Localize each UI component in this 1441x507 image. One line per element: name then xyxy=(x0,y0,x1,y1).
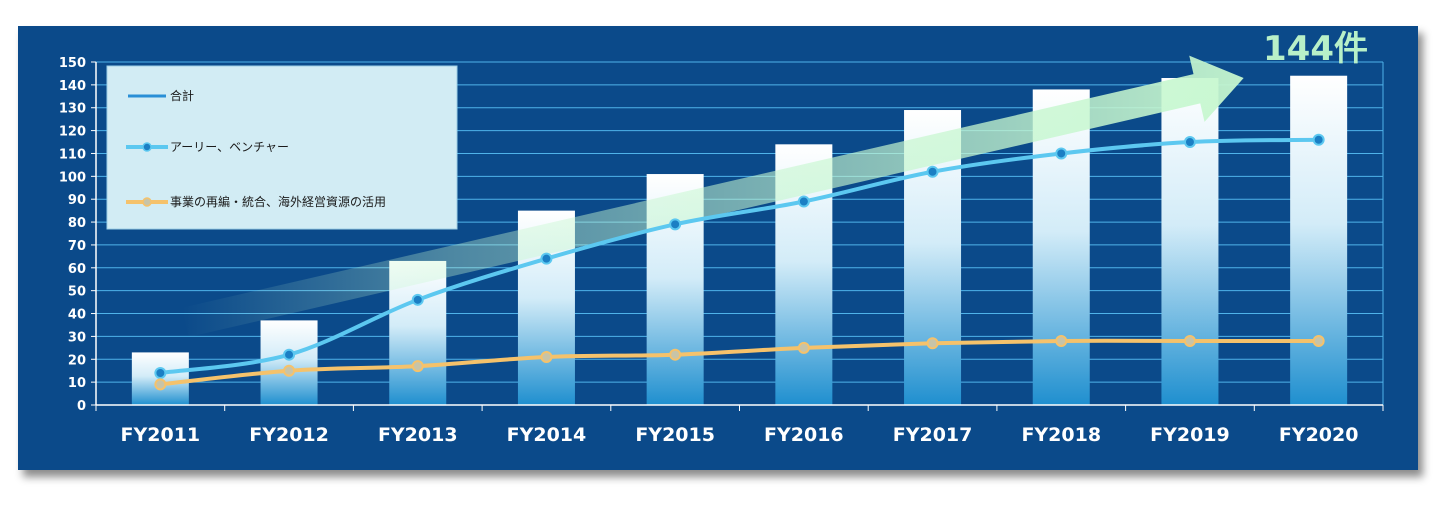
y-tick-label: 150 xyxy=(59,56,86,71)
bar-total xyxy=(1032,89,1090,405)
x-tick-label: FY2017 xyxy=(893,424,973,446)
point-early-venture xyxy=(926,165,939,178)
y-tick-label: 110 xyxy=(59,147,86,162)
y-tick-label: 100 xyxy=(59,170,86,185)
chart-container: 0 10 20 30 40 50 60 70 80 90 100 110 120 130 140 150 FY2… xyxy=(18,26,1418,470)
line-restructure xyxy=(158,338,1321,387)
point-early-venture xyxy=(154,366,167,379)
line-early-venture xyxy=(158,137,1321,375)
point-restructure xyxy=(154,378,167,391)
x-tick-label: FY2013 xyxy=(378,424,458,446)
y-tick-label: 50 xyxy=(68,285,86,300)
point-restructure xyxy=(926,337,939,350)
trend-arrow xyxy=(181,55,1244,338)
legend-label-total: 合計 xyxy=(170,88,194,103)
point-early-venture xyxy=(1055,147,1068,160)
y-tick-label: 70 xyxy=(68,239,86,254)
y-tick-label: 40 xyxy=(68,308,86,323)
x-tick-label: FY2011 xyxy=(121,424,201,446)
y-tick-label: 130 xyxy=(59,102,86,117)
y-tick-label: 60 xyxy=(68,262,86,277)
point-early-venture xyxy=(1312,133,1325,146)
legend-marker-restructure xyxy=(142,197,152,207)
x-tick-label: FY2014 xyxy=(507,424,587,446)
point-restructure xyxy=(283,364,296,377)
lines xyxy=(154,133,1325,391)
x-tick-label: FY2020 xyxy=(1279,424,1359,446)
chart-svg: 0 10 20 30 40 50 60 70 80 90 100 110 120 130 140 150 FY2… xyxy=(59,29,1384,446)
point-restructure xyxy=(1312,334,1325,347)
y-tick-label: 0 xyxy=(77,399,86,414)
point-restructure xyxy=(797,341,810,354)
y-tick-label: 30 xyxy=(68,330,86,345)
x-tick-label: FY2015 xyxy=(635,424,715,446)
y-tick-label: 20 xyxy=(68,353,86,368)
point-early-venture xyxy=(540,252,553,265)
x-tick-label: FY2012 xyxy=(249,424,329,446)
bar-total xyxy=(1290,75,1348,405)
legend-marker-early xyxy=(142,142,152,152)
y-tick-label: 90 xyxy=(68,193,86,208)
point-restructure xyxy=(540,350,553,363)
point-early-venture xyxy=(669,218,682,231)
callout-label: 144件 xyxy=(1263,29,1368,69)
y-tick-label: 80 xyxy=(68,216,86,231)
point-restructure xyxy=(411,360,424,373)
point-early-venture xyxy=(283,348,296,361)
point-early-venture xyxy=(411,293,424,306)
point-restructure xyxy=(669,348,682,361)
legend: 合計 アーリー、ベンチャー 事業の再編・統合、海外経営資源の活用 xyxy=(106,65,458,230)
point-restructure xyxy=(1183,334,1196,347)
y-tick-label: 140 xyxy=(59,79,86,94)
axes: 0 10 20 30 40 50 60 70 80 90 100 110 120 130 140 150 FY2… xyxy=(59,56,1384,446)
y-tick-label: 10 xyxy=(68,376,86,391)
point-restructure xyxy=(1055,334,1068,347)
x-tick-label: FY2016 xyxy=(764,424,844,446)
y-tick-label: 120 xyxy=(59,125,86,140)
bar-total xyxy=(260,320,318,405)
point-early-venture xyxy=(1183,136,1196,149)
trend-arrow-shape xyxy=(181,55,1244,338)
legend-label-restructure: 事業の再編・統合、海外経営資源の活用 xyxy=(170,194,386,209)
point-early-venture xyxy=(797,195,810,208)
bar-total xyxy=(1161,78,1219,406)
x-tick-label: FY2018 xyxy=(1021,424,1101,446)
x-tick-label: FY2019 xyxy=(1150,424,1230,446)
bars xyxy=(131,75,1348,406)
legend-label-early: アーリー、ベンチャー xyxy=(170,140,289,154)
